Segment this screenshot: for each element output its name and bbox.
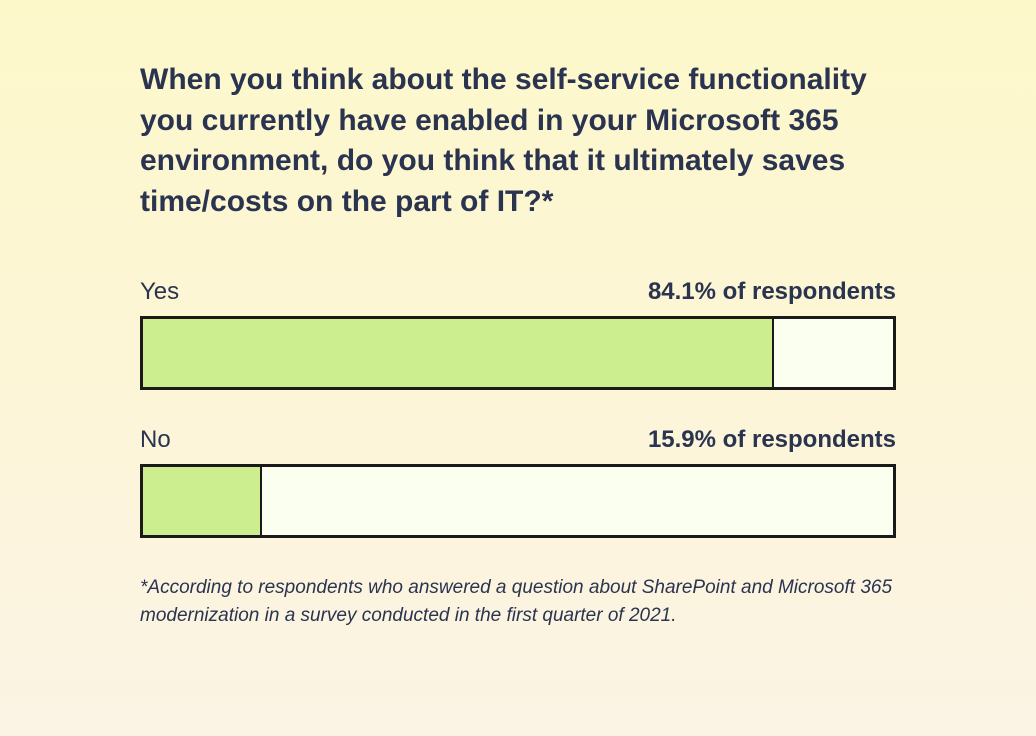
bar-category-label: No (140, 426, 171, 454)
chart-footnote: *According to respondents who answered a… (140, 574, 896, 629)
bar-value-label: 15.9% of respondents (648, 426, 896, 454)
bar-labels: No 15.9% of respondents (140, 426, 896, 454)
bar-value-label: 84.1% of respondents (648, 278, 896, 306)
bar-row-yes: Yes 84.1% of respondents (140, 278, 896, 390)
bar-track (140, 464, 896, 538)
bar-labels: Yes 84.1% of respondents (140, 278, 896, 306)
bar-row-no: No 15.9% of respondents (140, 426, 896, 538)
bar-fill (143, 467, 262, 535)
bar-category-label: Yes (140, 278, 179, 306)
bar-track (140, 316, 896, 390)
bar-fill (143, 319, 774, 387)
chart-title: When you think about the self-service fu… (140, 60, 896, 222)
